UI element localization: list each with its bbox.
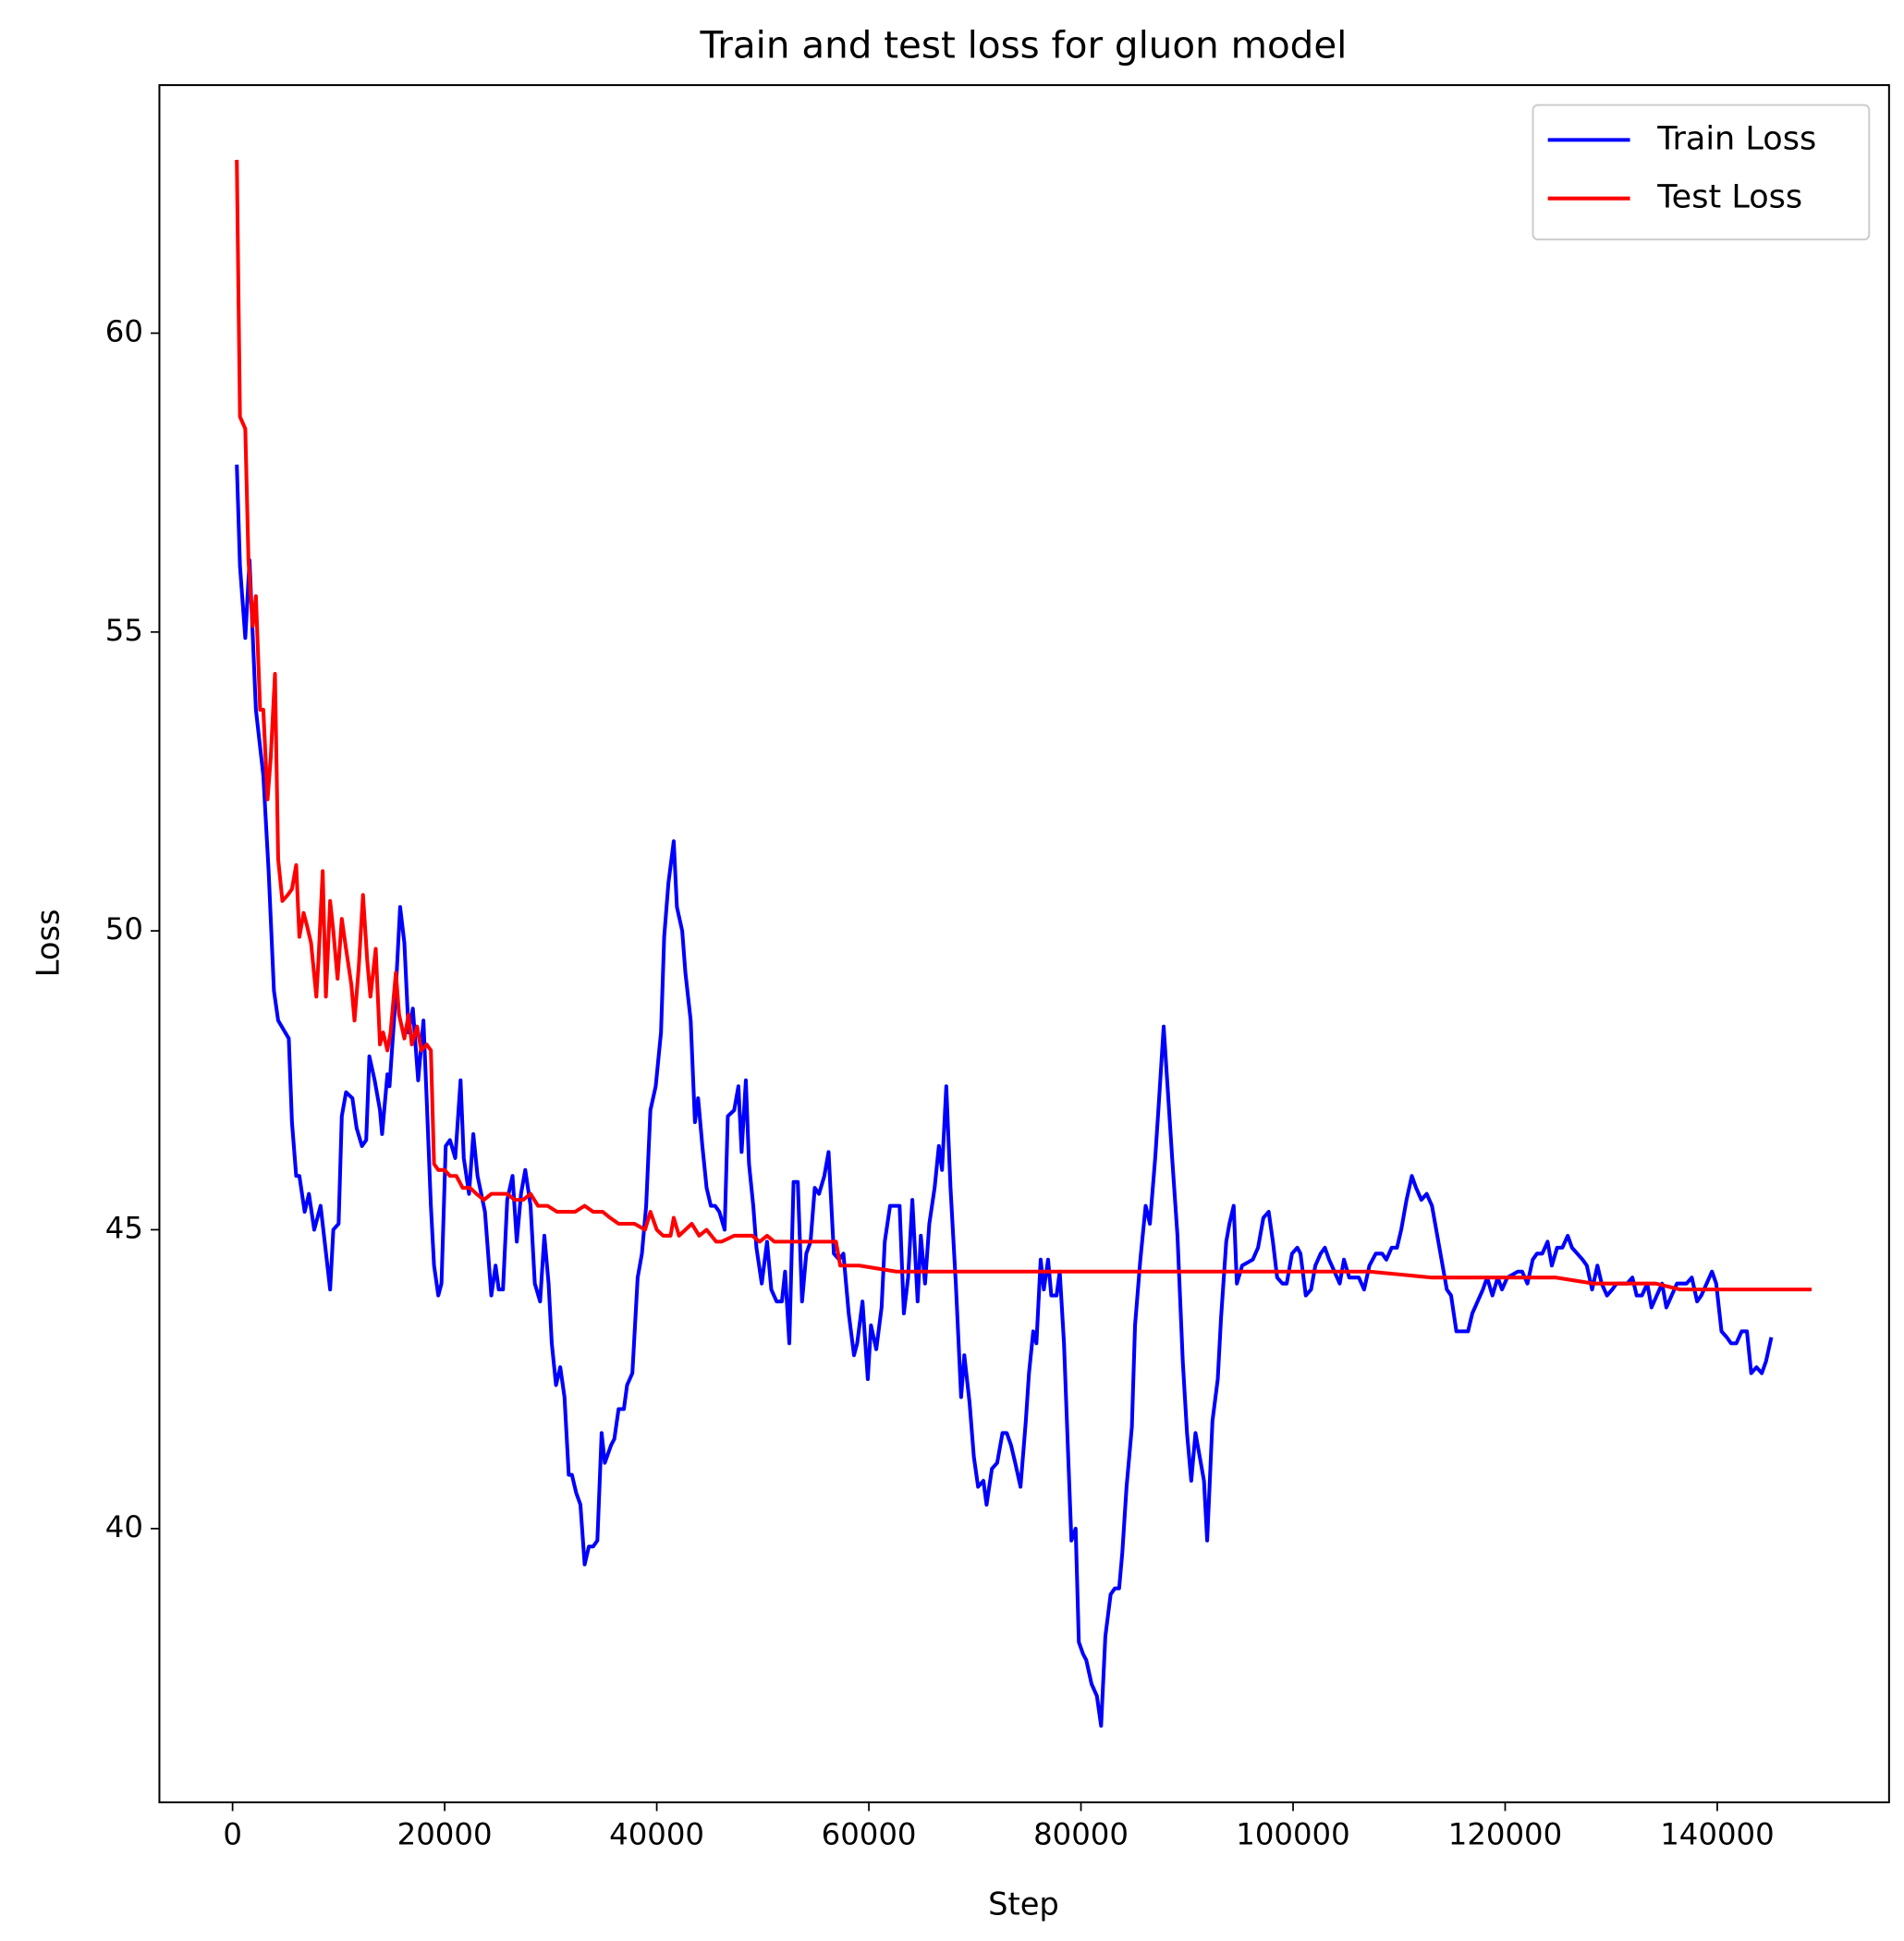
y-tick-label: 60: [105, 313, 143, 348]
series-line: [235, 464, 1774, 1728]
x-tick-label: 100000: [1236, 1816, 1349, 1851]
x-tick-label: 140000: [1660, 1816, 1774, 1851]
y-axis-label: Loss: [30, 909, 66, 977]
x-tick-label: 20000: [397, 1816, 493, 1851]
plot-frame: [158, 84, 1890, 1803]
legend-label: Test Loss: [1656, 178, 1802, 216]
legend-label: Train Loss: [1656, 119, 1816, 157]
series-line: [235, 159, 1812, 1292]
x-tick-label: 60000: [822, 1816, 917, 1851]
y-tick-label: 50: [105, 911, 143, 946]
x-axis-label: Step: [988, 1886, 1059, 1922]
x-tick-label: 40000: [609, 1816, 704, 1851]
y-tick-label: 45: [105, 1210, 143, 1245]
x-tick-label: 120000: [1448, 1816, 1562, 1851]
x-tick-label: 80000: [1033, 1816, 1129, 1851]
x-tick-label: 0: [223, 1816, 242, 1851]
legend: Train Loss Test Loss: [1532, 104, 1871, 241]
y-tick-label: 40: [105, 1509, 143, 1544]
y-tick-label: 55: [105, 613, 143, 648]
chart-title: Train and test loss for gluon model: [700, 23, 1348, 67]
